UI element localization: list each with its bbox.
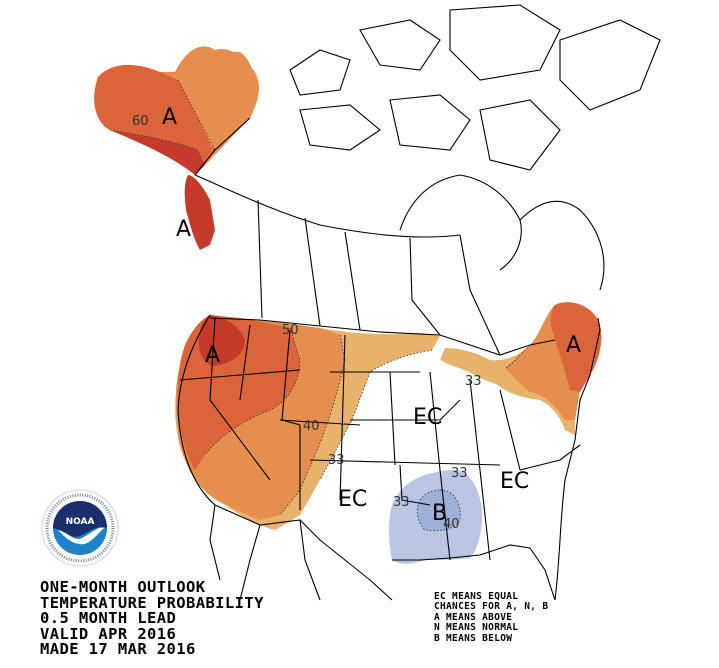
label-southwest-EC: EC bbox=[338, 487, 367, 512]
contour-lines bbox=[109, 79, 531, 532]
label-south-33-a: 33 bbox=[393, 495, 410, 510]
title-line: TEMPERATURE PROBABILITY bbox=[40, 593, 264, 612]
label-south-B: B bbox=[432, 501, 447, 526]
south-below-region bbox=[389, 470, 483, 564]
label-west-40: 40 bbox=[303, 419, 320, 434]
legend-line: CHANCES FOR A, N, B bbox=[434, 601, 549, 613]
label-panhandle-A: A bbox=[176, 217, 191, 242]
map-labels: A 60 A A 50 40 33 A 33 EC EC EC B 33 33 … bbox=[132, 105, 581, 532]
title-line: MADE 17 MAR 2016 bbox=[40, 640, 196, 658]
label-northwest-50: 50 bbox=[282, 323, 299, 338]
legend-line: EC MEANS EQUAL bbox=[434, 591, 519, 602]
boundaries bbox=[177, 4, 661, 601]
noaa-logo: NOAA bbox=[41, 489, 119, 567]
title-line: VALID APR 2016 bbox=[40, 624, 177, 643]
label-northwest-A: A bbox=[205, 343, 220, 368]
title-line: 0.5 MONTH LEAD bbox=[40, 609, 177, 627]
title-line: ONE-MONTH OUTLOOK bbox=[40, 578, 206, 596]
legend-line: B MEANS BELOW bbox=[434, 632, 513, 644]
panhandle-above-region bbox=[184, 175, 215, 250]
outlook-title-block: ONE-MONTH OUTLOOK TEMPERATURE PROBABILIT… bbox=[40, 578, 264, 658]
legend-block: EC MEANS EQUAL CHANCES FOR A, N, B A MEA… bbox=[434, 591, 549, 644]
label-south-40: 40 bbox=[443, 517, 460, 532]
legend-line: A MEANS ABOVE bbox=[434, 611, 513, 623]
noaa-logo-text: NOAA bbox=[66, 517, 95, 527]
label-southeast-EC: EC bbox=[500, 469, 529, 494]
northeast-above-region bbox=[440, 302, 602, 435]
label-south-33-b: 33 bbox=[451, 466, 468, 481]
label-greatlakes-33: 33 bbox=[465, 374, 482, 389]
logo-ring-text bbox=[45, 493, 115, 563]
label-west-33: 33 bbox=[328, 453, 345, 468]
label-alaska-A: A bbox=[162, 105, 177, 130]
label-alaska-60: 60 bbox=[132, 114, 149, 129]
label-central-EC: EC bbox=[413, 405, 442, 430]
alaska-above-region bbox=[94, 46, 259, 176]
legend-line: N MEANS NORMAL bbox=[434, 622, 519, 634]
label-northeast-A: A bbox=[566, 333, 581, 358]
west-above-region bbox=[175, 315, 440, 530]
